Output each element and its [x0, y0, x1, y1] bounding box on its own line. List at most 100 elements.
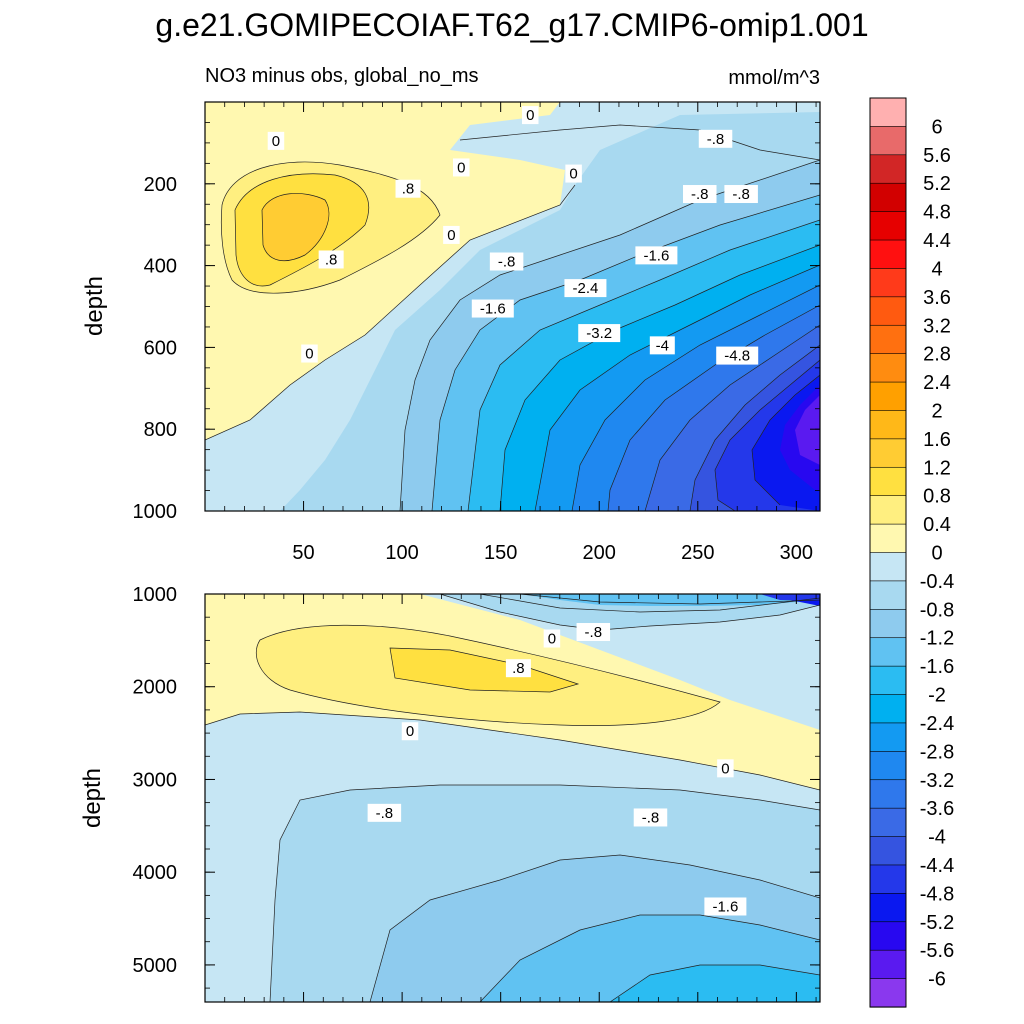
- contour-label: -.8: [683, 185, 717, 204]
- colorbar-swatch: [869, 466, 907, 497]
- colorbar-swatch: [869, 438, 907, 468]
- contour-label-box: [716, 346, 759, 365]
- upper-x-axis: 50 100 150 200 250 300: [224, 102, 817, 564]
- colorbar-swatch: [869, 495, 907, 525]
- contour-label-text: 0: [272, 133, 280, 150]
- colorbar: 6 5.6 5.2 4.8 4.4 4 3.6 3.2 2.8 2.4 2 1.6 1.2 0.8 0.4 0…: [869, 97, 954, 1008]
- contour-label-text: -.8: [376, 805, 394, 822]
- colorbar-swatch: [869, 154, 907, 184]
- contour-label-box: [401, 722, 419, 741]
- y-tick-label: 200: [144, 174, 177, 196]
- contour-label-text: 0: [305, 346, 313, 363]
- contour-label: .8: [318, 250, 344, 269]
- colorbar-label: -4: [928, 827, 946, 849]
- contour-label-box: [724, 185, 758, 204]
- colorbar-frame: [869, 97, 907, 1008]
- contour-label-box: [565, 164, 582, 183]
- y-tick-label: 400: [144, 256, 177, 278]
- colorbar-swatch: [869, 722, 907, 752]
- colorbar-label: 0.4: [923, 514, 951, 536]
- contour-label: .8: [505, 659, 531, 678]
- colorbar-swatch: [869, 864, 907, 894]
- upper-contour-field: [205, 102, 820, 511]
- contour-label-text: 0: [447, 227, 455, 244]
- contour-label: -1.6: [704, 897, 747, 916]
- contour-label: -.8: [633, 808, 668, 827]
- contour-label-box: [633, 808, 668, 827]
- colorbar-label: 3.2: [923, 315, 951, 337]
- colorbar-label: 4.8: [923, 202, 951, 224]
- contour-label-box: [717, 759, 734, 778]
- upper-ylabel: depth: [81, 276, 108, 336]
- colorbar-label: -6: [928, 969, 946, 991]
- colorbar-swatch: [869, 665, 907, 696]
- contour-label-box: [564, 279, 607, 298]
- contour-label-box: [543, 629, 561, 648]
- contour-label: 0: [521, 106, 539, 125]
- contour-label: 0: [717, 759, 734, 778]
- colorbar-swatch: [869, 978, 907, 1008]
- colorbar-swatch: [869, 637, 907, 667]
- colorbar-swatch: [869, 211, 907, 241]
- contour-label-text: -.8: [732, 186, 750, 203]
- colorbar-label: 1.2: [923, 457, 951, 479]
- contour-label-text: -1.6: [480, 301, 506, 318]
- colorbar-label: 6: [931, 116, 942, 138]
- contour-label-text: -1.6: [643, 247, 669, 264]
- contour-label-box: [521, 106, 539, 125]
- contour-label-box: [698, 129, 733, 148]
- y-tick-label: 1000: [133, 501, 178, 523]
- colorbar-label: 4.4: [923, 230, 951, 252]
- colorbar-swatch: [869, 97, 907, 128]
- colorbar-swatch: [869, 893, 907, 923]
- colorbar-label: -2.4: [920, 713, 954, 735]
- colorbar-swatch: [869, 694, 907, 724]
- contour-label-text: 0: [569, 166, 577, 183]
- contour-label: 0: [401, 722, 419, 741]
- contour-label: 0: [267, 131, 285, 150]
- colorbar-swatch: [869, 239, 907, 270]
- contour-label-box: [683, 185, 717, 204]
- colorbar-swatch: [869, 410, 907, 440]
- contour-label: -.8: [367, 803, 402, 822]
- contour-label-box: [704, 897, 747, 916]
- contour-label-box: [395, 179, 421, 198]
- contour-label: -4.8: [716, 346, 759, 365]
- colorbar-label: -3.2: [920, 770, 954, 792]
- contour-label: 0: [443, 225, 460, 244]
- contour-label: -.8: [489, 252, 524, 271]
- contour-label-text: -1.6: [712, 898, 738, 915]
- lower-contour-labels: 0 0 0 .8 -.8 -.8 -.8 -1.6: [367, 623, 747, 916]
- colorbar-swatch: [869, 836, 907, 866]
- contour-label-box: [505, 659, 531, 678]
- contour-label-text: 0: [721, 760, 729, 777]
- contour-label-text: -4.8: [724, 348, 750, 365]
- colorbar-label: 5.6: [923, 145, 951, 167]
- contour-label-box: [443, 225, 460, 244]
- contour-label: 0: [453, 158, 470, 177]
- colorbar-label: -1.2: [920, 628, 954, 650]
- colorbar-swatch: [869, 807, 907, 838]
- contour-label-text: -.8: [585, 624, 603, 641]
- contour-label-box: [649, 336, 675, 355]
- contour-label-text: -4: [656, 337, 669, 354]
- contour-label-text: 0: [548, 631, 556, 648]
- contour-label-text: .8: [402, 181, 415, 198]
- x-tick-label: 250: [681, 542, 714, 564]
- contour-label: -.8: [698, 129, 733, 148]
- y-tick-label: 3000: [133, 769, 178, 791]
- contour-label: 0: [543, 629, 561, 648]
- contour-label-box: [576, 623, 611, 642]
- colorbar-label: -4.4: [920, 855, 954, 877]
- contour-label-box: [301, 344, 318, 363]
- contour-label: .8: [395, 179, 421, 198]
- contour-label-text: -.8: [642, 809, 660, 826]
- colorbar-swatch: [869, 268, 907, 298]
- contour-label-text: -.8: [707, 131, 725, 148]
- contour-label-text: 0: [457, 159, 465, 176]
- x-tick-label: 50: [292, 542, 314, 564]
- colorbar-label: 2.8: [923, 344, 951, 366]
- colorbar-label: 0.8: [923, 486, 951, 508]
- colorbar-label: -3.6: [920, 798, 954, 820]
